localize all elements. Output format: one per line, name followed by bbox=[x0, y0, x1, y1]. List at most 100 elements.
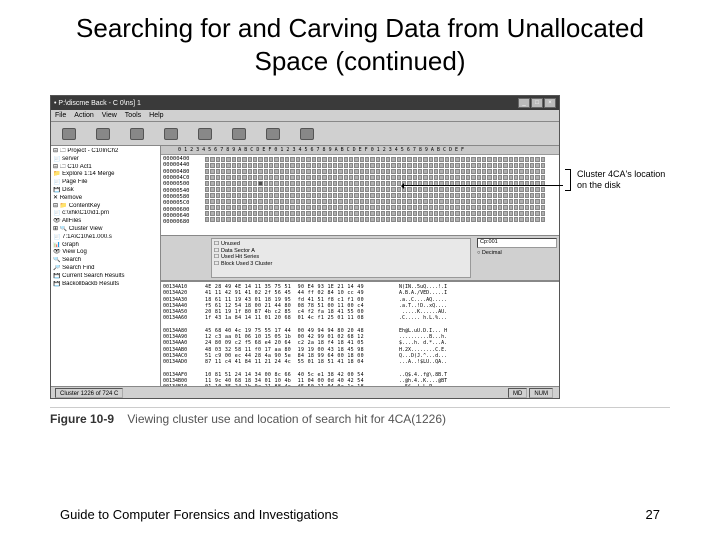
cluster-cell[interactable] bbox=[418, 211, 422, 216]
cluster-cell[interactable] bbox=[232, 193, 236, 198]
cluster-cell[interactable] bbox=[360, 217, 364, 222]
goto-input[interactable]: Cp:001 bbox=[477, 238, 557, 248]
cluster-cell[interactable] bbox=[264, 157, 268, 162]
cluster-cell[interactable] bbox=[360, 193, 364, 198]
cluster-cell[interactable] bbox=[242, 163, 246, 168]
cluster-cell[interactable] bbox=[450, 211, 454, 216]
cluster-cell[interactable] bbox=[386, 211, 390, 216]
cluster-cell[interactable] bbox=[290, 157, 294, 162]
cluster-cell[interactable] bbox=[349, 175, 353, 180]
cluster-cell[interactable] bbox=[487, 169, 491, 174]
cluster-cell[interactable] bbox=[237, 187, 241, 192]
cluster-cell[interactable] bbox=[264, 181, 268, 186]
cluster-cell[interactable] bbox=[407, 217, 411, 222]
cluster-cell[interactable] bbox=[391, 187, 395, 192]
tree-item[interactable]: 📄 7:1A\C10\e1.000.s bbox=[53, 234, 158, 242]
cluster-cell[interactable] bbox=[439, 175, 443, 180]
cluster-cell[interactable] bbox=[290, 199, 294, 204]
cluster-cell[interactable] bbox=[391, 169, 395, 174]
cluster-cell[interactable] bbox=[296, 199, 300, 204]
cluster-cell[interactable] bbox=[285, 175, 289, 180]
cluster-cell[interactable] bbox=[344, 193, 348, 198]
cluster-cell[interactable] bbox=[429, 163, 433, 168]
cluster-cell[interactable] bbox=[258, 187, 262, 192]
cluster-cell[interactable] bbox=[530, 169, 534, 174]
cluster-cell[interactable] bbox=[381, 217, 385, 222]
cluster-cell[interactable] bbox=[248, 217, 252, 222]
cluster-cell[interactable] bbox=[413, 187, 417, 192]
cluster-cell[interactable] bbox=[306, 169, 310, 174]
tree-item[interactable]: 💾 Backollbackb Results bbox=[53, 281, 158, 289]
cluster-cell[interactable] bbox=[312, 157, 316, 162]
cluster-cell[interactable] bbox=[322, 193, 326, 198]
cluster-cell[interactable] bbox=[365, 193, 369, 198]
cluster-cell[interactable] bbox=[391, 205, 395, 210]
cluster-cell[interactable] bbox=[418, 199, 422, 204]
cluster-cell[interactable] bbox=[269, 199, 273, 204]
cluster-cell[interactable] bbox=[296, 157, 300, 162]
cluster-cell[interactable] bbox=[205, 205, 209, 210]
cluster-cell[interactable] bbox=[338, 193, 342, 198]
cluster-cell[interactable] bbox=[493, 217, 497, 222]
cluster-cell[interactable] bbox=[503, 169, 507, 174]
cluster-cell[interactable] bbox=[274, 211, 278, 216]
tree-item[interactable]: 📊 Graph bbox=[53, 242, 158, 250]
cluster-cell[interactable] bbox=[274, 157, 278, 162]
tool-export[interactable] bbox=[297, 124, 317, 144]
cluster-cell[interactable] bbox=[210, 163, 214, 168]
cluster-cell[interactable] bbox=[487, 157, 491, 162]
cluster-cell[interactable] bbox=[354, 217, 358, 222]
cluster-cell[interactable] bbox=[535, 193, 539, 198]
cluster-cell[interactable] bbox=[248, 169, 252, 174]
cluster-cell[interactable] bbox=[216, 205, 220, 210]
cluster-cell[interactable] bbox=[455, 217, 459, 222]
cluster-cell[interactable] bbox=[525, 193, 529, 198]
cluster-cell[interactable] bbox=[216, 217, 220, 222]
cluster-cell[interactable] bbox=[322, 199, 326, 204]
cluster-cell[interactable] bbox=[253, 163, 257, 168]
cluster-cell[interactable] bbox=[365, 199, 369, 204]
cluster-cell[interactable] bbox=[423, 175, 427, 180]
cluster-cell[interactable] bbox=[477, 217, 481, 222]
cluster-cell[interactable] bbox=[466, 187, 470, 192]
cluster-cell[interactable] bbox=[487, 175, 491, 180]
cluster-cell[interactable] bbox=[434, 217, 438, 222]
cluster-cell[interactable] bbox=[370, 175, 374, 180]
cluster-cell[interactable] bbox=[376, 193, 380, 198]
cluster-cell[interactable] bbox=[477, 169, 481, 174]
cluster-cell[interactable] bbox=[312, 205, 316, 210]
cluster-cell[interactable] bbox=[237, 181, 241, 186]
cluster-cell[interactable] bbox=[541, 169, 545, 174]
cluster-cell[interactable] bbox=[498, 187, 502, 192]
cluster-cell[interactable] bbox=[434, 211, 438, 216]
cluster-cell[interactable] bbox=[274, 187, 278, 192]
cluster-cell[interactable] bbox=[354, 157, 358, 162]
cluster-cell[interactable] bbox=[237, 163, 241, 168]
cluster-cell[interactable] bbox=[221, 157, 225, 162]
cluster-cell[interactable] bbox=[349, 163, 353, 168]
cluster-cell[interactable] bbox=[391, 157, 395, 162]
cluster-cell[interactable] bbox=[248, 211, 252, 216]
cluster-cell[interactable] bbox=[301, 181, 305, 186]
cluster-cell[interactable] bbox=[210, 169, 214, 174]
cluster-cell[interactable] bbox=[514, 163, 518, 168]
tree-item[interactable]: 💾 Disk bbox=[53, 187, 158, 195]
cluster-cell[interactable] bbox=[376, 211, 380, 216]
cluster-cell[interactable] bbox=[509, 193, 513, 198]
cluster-cell[interactable] bbox=[541, 199, 545, 204]
cluster-cell[interactable] bbox=[450, 169, 454, 174]
cluster-cell[interactable] bbox=[274, 169, 278, 174]
cluster-cell[interactable] bbox=[338, 175, 342, 180]
cluster-cell[interactable] bbox=[290, 205, 294, 210]
cluster-cell[interactable] bbox=[482, 187, 486, 192]
cluster-cell[interactable] bbox=[450, 199, 454, 204]
cluster-cell[interactable] bbox=[322, 169, 326, 174]
cluster-cell[interactable] bbox=[525, 205, 529, 210]
cluster-cell[interactable] bbox=[487, 193, 491, 198]
cluster-cell[interactable] bbox=[471, 169, 475, 174]
cluster-cell[interactable] bbox=[471, 175, 475, 180]
cluster-cell[interactable] bbox=[530, 217, 534, 222]
cluster-cell[interactable] bbox=[530, 199, 534, 204]
cluster-cell[interactable] bbox=[296, 205, 300, 210]
cluster-cell[interactable] bbox=[498, 169, 502, 174]
